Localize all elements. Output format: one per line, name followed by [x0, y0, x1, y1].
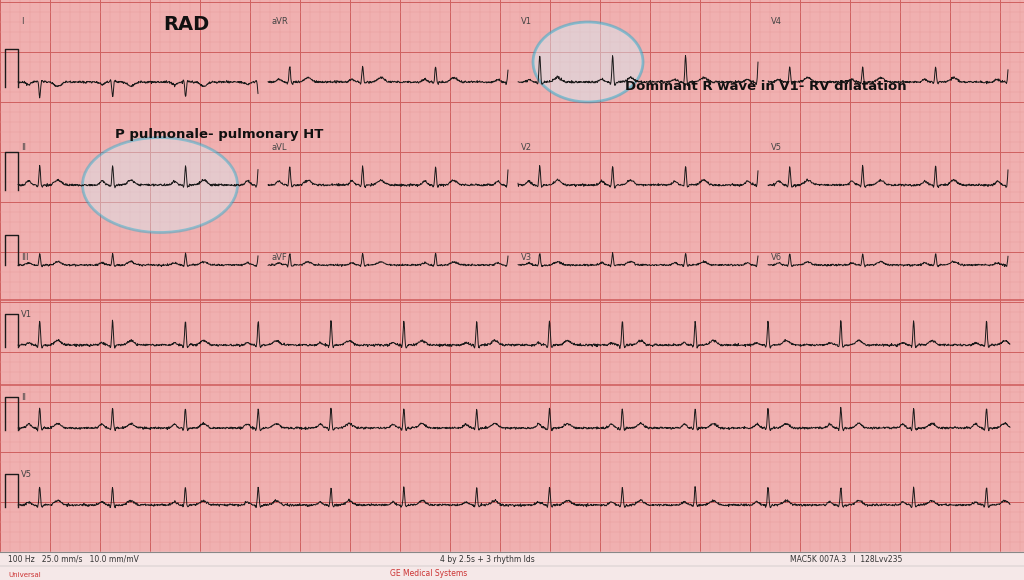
- Text: V5: V5: [22, 470, 32, 479]
- Text: I: I: [22, 17, 24, 26]
- Ellipse shape: [83, 137, 238, 233]
- Text: P pulmonale- pulmonary HT: P pulmonale- pulmonary HT: [115, 128, 324, 141]
- Text: Dominant R wave in V1- RV dilatation: Dominant R wave in V1- RV dilatation: [625, 80, 906, 93]
- Text: RAD: RAD: [163, 15, 209, 34]
- Text: V3: V3: [521, 253, 532, 262]
- Ellipse shape: [534, 22, 643, 102]
- Text: aVF: aVF: [271, 253, 287, 262]
- Text: V1: V1: [22, 310, 32, 319]
- Text: 100 Hz   25.0 mm/s   10.0 mm/mV: 100 Hz 25.0 mm/s 10.0 mm/mV: [8, 555, 139, 564]
- Text: III: III: [22, 253, 29, 262]
- Text: MAC5K 007A.3   I  128Lᴠv235: MAC5K 007A.3 I 128Lᴠv235: [790, 555, 902, 564]
- Text: V5: V5: [771, 143, 782, 152]
- Text: V4: V4: [771, 17, 782, 26]
- Text: II: II: [22, 393, 26, 402]
- Bar: [0, 552, 1024, 580]
- Text: aVR: aVR: [271, 17, 288, 26]
- Text: Universal: Universal: [8, 572, 41, 578]
- Text: V2: V2: [521, 143, 532, 152]
- Text: GE Medical Systems: GE Medical Systems: [390, 569, 467, 578]
- Text: II: II: [22, 143, 26, 152]
- Text: aVL: aVL: [271, 143, 287, 152]
- Text: 4 by 2.5s + 3 rhythm lds: 4 by 2.5s + 3 rhythm lds: [440, 555, 535, 564]
- Text: V1: V1: [521, 17, 532, 26]
- Text: V6: V6: [771, 253, 782, 262]
